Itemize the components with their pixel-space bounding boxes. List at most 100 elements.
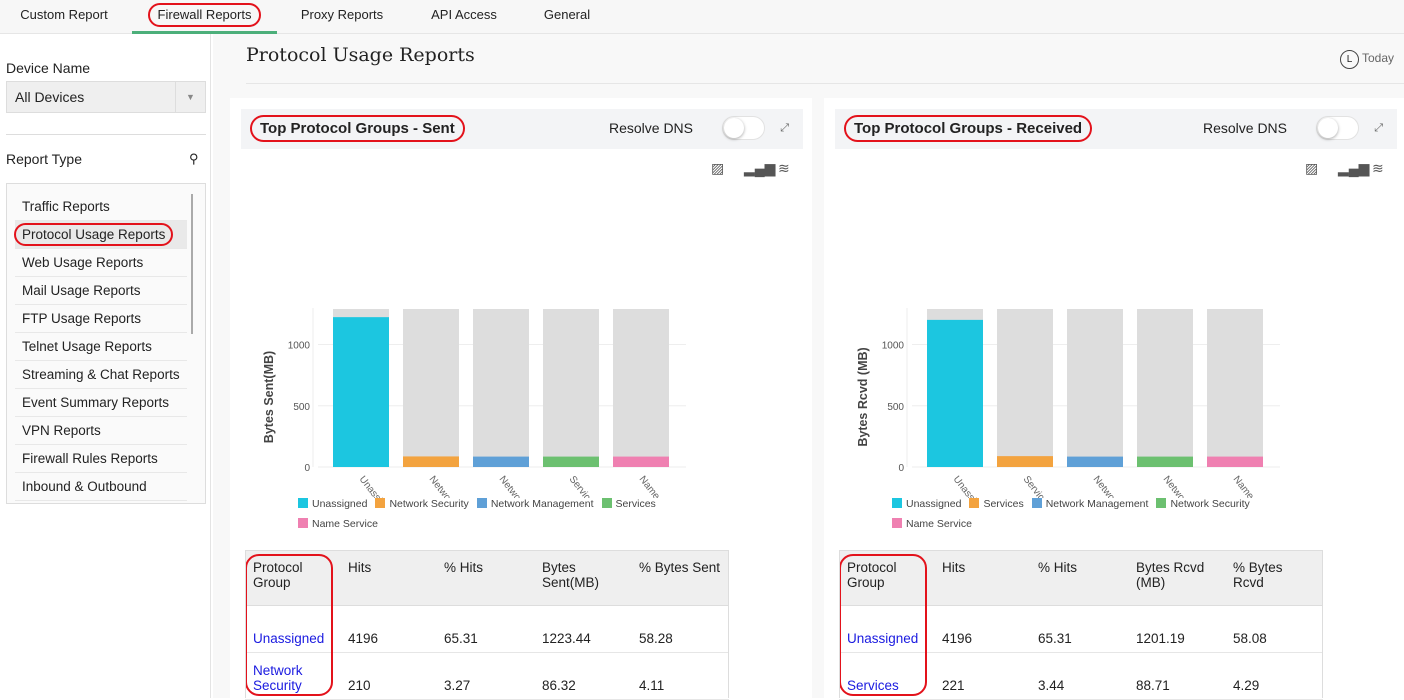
- legend-swatch: [1156, 498, 1167, 508]
- sidebar-item[interactable]: Telnet Usage Reports: [15, 333, 187, 361]
- column-header[interactable]: Bytes Rcvd (MB): [1128, 550, 1225, 606]
- legend-swatch: [1031, 498, 1042, 508]
- legend-item[interactable]: Name Service: [298, 518, 378, 530]
- scrollbar[interactable]: [191, 194, 193, 334]
- top-nav: Custom Report Firewall Reports Proxy Rep…: [0, 0, 1404, 34]
- x-tick-label: Name Service: [1231, 474, 1279, 498]
- legend-swatch: [476, 498, 487, 508]
- sidebar-item[interactable]: Event Summary Reports: [15, 389, 187, 417]
- bar-background: [1207, 309, 1263, 467]
- y-tick-label: 500: [293, 402, 310, 413]
- legend-item[interactable]: Unassigned: [298, 498, 367, 510]
- line-chart-icon[interactable]: ≋: [1372, 160, 1384, 176]
- bar[interactable]: [1207, 456, 1263, 467]
- panel-header: Top Protocol Groups - Received Resolve D…: [835, 109, 1397, 149]
- column-header[interactable]: Bytes Sent(MB): [534, 550, 631, 606]
- resolve-dns-toggle[interactable]: [1316, 116, 1359, 140]
- legend-item[interactable]: Name Service: [892, 518, 972, 530]
- tab-custom-report[interactable]: Custom Report: [20, 7, 108, 22]
- area-chart-icon[interactable]: ▨: [711, 160, 725, 176]
- column-header[interactable]: Hits: [934, 550, 1030, 606]
- bar-chart-icon[interactable]: ▂▄▆: [744, 160, 776, 176]
- chart-legend: Unassigned Network Security Network Manage…: [298, 498, 698, 538]
- sidebar-item[interactable]: FTP Usage Reports: [15, 305, 187, 333]
- bar-background: [1067, 309, 1123, 467]
- bar[interactable]: [543, 456, 599, 467]
- y-tick-label: 1000: [882, 341, 905, 352]
- legend-item[interactable]: Network Security: [375, 498, 469, 510]
- legend-swatch: [375, 498, 386, 508]
- bar[interactable]: [473, 456, 529, 467]
- legend-swatch: [892, 498, 902, 508]
- clock-icon: L: [1340, 50, 1359, 69]
- column-header[interactable]: Hits: [340, 550, 436, 606]
- search-icon[interactable]: ⚲: [189, 151, 199, 166]
- legend-item[interactable]: Services: [601, 498, 656, 510]
- sidebar-item[interactable]: Web Usage Reports: [15, 249, 187, 277]
- bar[interactable]: [1067, 456, 1123, 467]
- column-header[interactable]: % Hits: [436, 550, 534, 606]
- legend-swatch: [298, 518, 308, 528]
- column-header[interactable]: % Hits: [1030, 550, 1128, 606]
- tab-general[interactable]: General: [543, 7, 591, 22]
- protocol-group-link[interactable]: Unassigned: [253, 630, 325, 646]
- tab-proxy-reports[interactable]: Proxy Reports: [300, 7, 384, 22]
- report-type-label: Report Type: [6, 151, 83, 167]
- bar[interactable]: [613, 456, 669, 467]
- bar-chart: 0 500 1000 Bytes Rcvd (MB) Unassigned Service…: [856, 308, 1280, 498]
- legend-item[interactable]: Network Security: [1156, 498, 1250, 510]
- bar-chart-icon[interactable]: ▂▄▆: [1338, 160, 1370, 176]
- sent-panel: Top Protocol Groups - Sent Resolve DNS ⤢…: [230, 98, 812, 700]
- table-cell: 210: [340, 652, 436, 700]
- sidebar-item[interactable]: Inbound & Outbound: [15, 473, 187, 501]
- bar[interactable]: [927, 319, 983, 467]
- bar[interactable]: [333, 317, 389, 467]
- protocol-group-link[interactable]: Unassigned: [847, 630, 919, 646]
- column-header[interactable]: Protocol Group: [839, 550, 934, 606]
- legend-swatch: [892, 518, 902, 528]
- protocol-group-link[interactable]: Services: [847, 677, 899, 693]
- column-header[interactable]: % Bytes Sent: [631, 550, 729, 606]
- y-tick-label: 1000: [288, 341, 311, 352]
- tab-api-access[interactable]: API Access: [431, 7, 497, 22]
- legend-item[interactable]: Network Management: [1031, 498, 1148, 510]
- column-header[interactable]: Protocol Group: [245, 550, 340, 606]
- y-axis-label: Bytes Sent(MB): [262, 351, 276, 443]
- area-chart-icon[interactable]: ▨: [1305, 160, 1319, 176]
- bar[interactable]: [403, 456, 459, 467]
- table-row: Network Security 210 3.27 86.32 4.11: [245, 652, 729, 700]
- sidebar-item[interactable]: Traffic Reports: [15, 193, 187, 221]
- bar-background: [403, 309, 459, 467]
- bar-background: [543, 309, 599, 467]
- protocol-table: Protocol Group Hits% Hits Bytes Sent(MB)% …: [245, 550, 729, 700]
- x-tick-label: Services: [567, 474, 599, 498]
- legend-item[interactable]: Services: [969, 498, 1024, 510]
- column-header[interactable]: % Bytes Rcvd: [1225, 550, 1323, 606]
- table-cell: 1223.44: [534, 605, 631, 653]
- sidebar-item[interactable]: Firewall Rules Reports: [15, 445, 187, 473]
- sidebar-item[interactable]: Streaming & Chat Reports: [15, 361, 187, 389]
- legend-item[interactable]: Network Management: [476, 498, 594, 510]
- panel-title: Top Protocol Groups - Sent: [250, 115, 465, 142]
- x-tick-label: Unassigned: [357, 474, 398, 498]
- received-panel: Top Protocol Groups - Received Resolve D…: [824, 98, 1404, 700]
- bar[interactable]: [997, 456, 1053, 467]
- protocol-group-link[interactable]: Network Security: [253, 662, 303, 693]
- tab-firewall-reports[interactable]: Firewall Reports: [132, 0, 277, 34]
- report-type-list: Traffic Reports Protocol Usage Reports Web…: [6, 183, 206, 504]
- table-cell: 1201.19: [1128, 605, 1225, 653]
- sidebar-item[interactable]: Mail Usage Reports: [15, 277, 187, 305]
- device-select[interactable]: All Devices ▼: [6, 81, 206, 113]
- x-tick-label: Name Service: [637, 474, 685, 498]
- expand-icon[interactable]: ⤢: [1374, 122, 1383, 134]
- period-selector[interactable]: L Today: [1340, 50, 1394, 69]
- sidebar-item[interactable]: Protocol Usage Reports: [14, 221, 187, 249]
- expand-icon[interactable]: ⤢: [780, 122, 789, 134]
- legend-item[interactable]: Unassigned: [892, 498, 961, 510]
- sidebar-item[interactable]: VPN Reports: [15, 417, 187, 445]
- legend-swatch: [601, 498, 612, 508]
- page-title: Protocol Usage Reports: [246, 44, 475, 66]
- resolve-dns-toggle[interactable]: [722, 116, 765, 140]
- bar[interactable]: [1137, 456, 1193, 467]
- line-chart-icon[interactable]: ≋: [778, 160, 790, 176]
